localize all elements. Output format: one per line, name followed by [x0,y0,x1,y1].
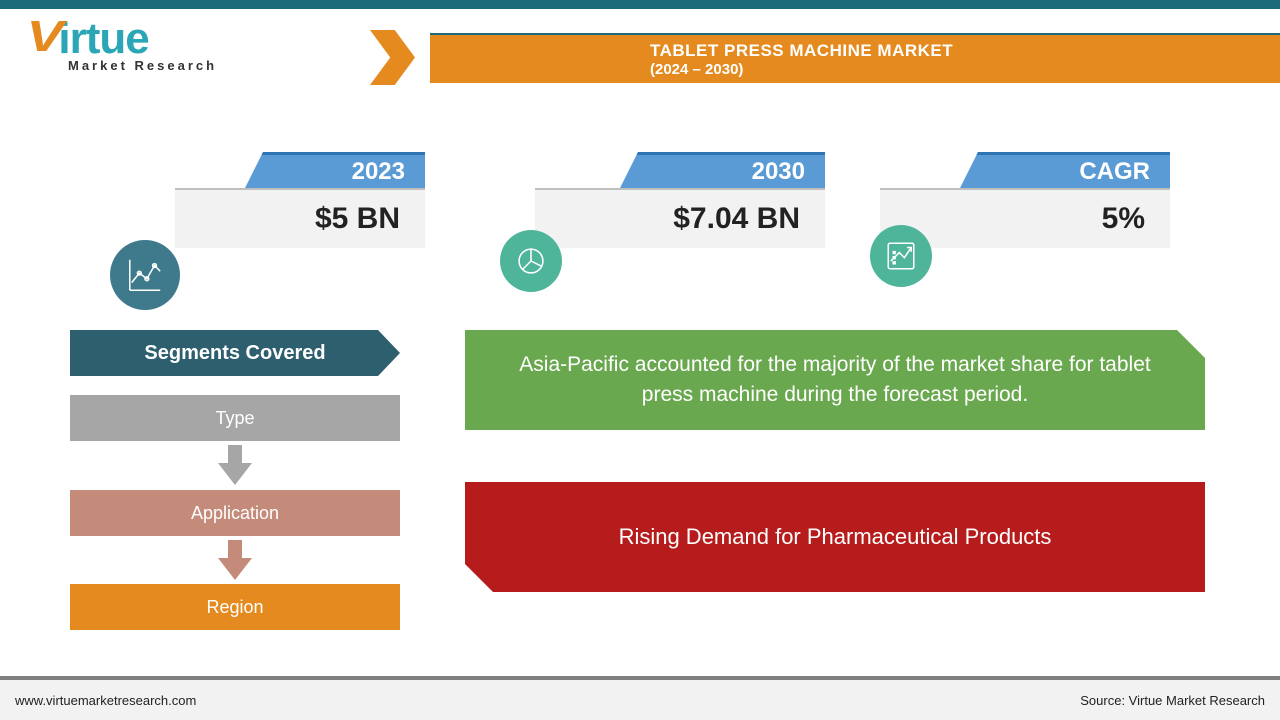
segments-header: Segments Covered [70,330,400,376]
arrow-down-icon [218,540,252,580]
market-driver-callout: Rising Demand for Pharmaceutical Product… [465,482,1205,592]
report-title: TABLET PRESS MACHINE MARKET [650,41,1280,61]
top-accent-bar [0,0,1280,9]
footer-source: Source: Virtue Market Research [1080,693,1265,708]
stat-value-2023: $5 BN [175,188,425,248]
report-years: (2024 – 2030) [650,61,1280,78]
footer-url: www.virtuemarketresearch.com [15,693,196,708]
header-chevron-icon [370,30,415,85]
logo-v: V [26,12,61,62]
stat-card-2030: 2030 $7.04 BN [535,188,825,288]
segment-application: Application [70,490,400,536]
stat-label-cagr: CAGR [960,152,1170,188]
stat-card-2023: 2023 $5 BN [175,188,425,288]
stat-value-2030: $7.04 BN [535,188,825,248]
virtue-logo: Virtue Market Research [30,14,320,94]
logo-subtitle: Market Research [68,58,320,73]
growth-chart-icon [870,225,932,287]
header-bar: TABLET PRESS MACHINE MARKET (2024 – 2030… [430,33,1280,83]
segment-region: Region [70,584,400,630]
line-chart-icon [110,240,180,310]
key-insight-callout: Asia-Pacific accounted for the majority … [465,330,1205,430]
pie-chart-icon [500,230,562,292]
stat-label-2023: 2023 [245,152,425,188]
logo-irtue: irtue [58,14,148,63]
arrow-down-icon [218,445,252,485]
stat-label-2030: 2030 [620,152,825,188]
segment-type: Type [70,395,400,441]
